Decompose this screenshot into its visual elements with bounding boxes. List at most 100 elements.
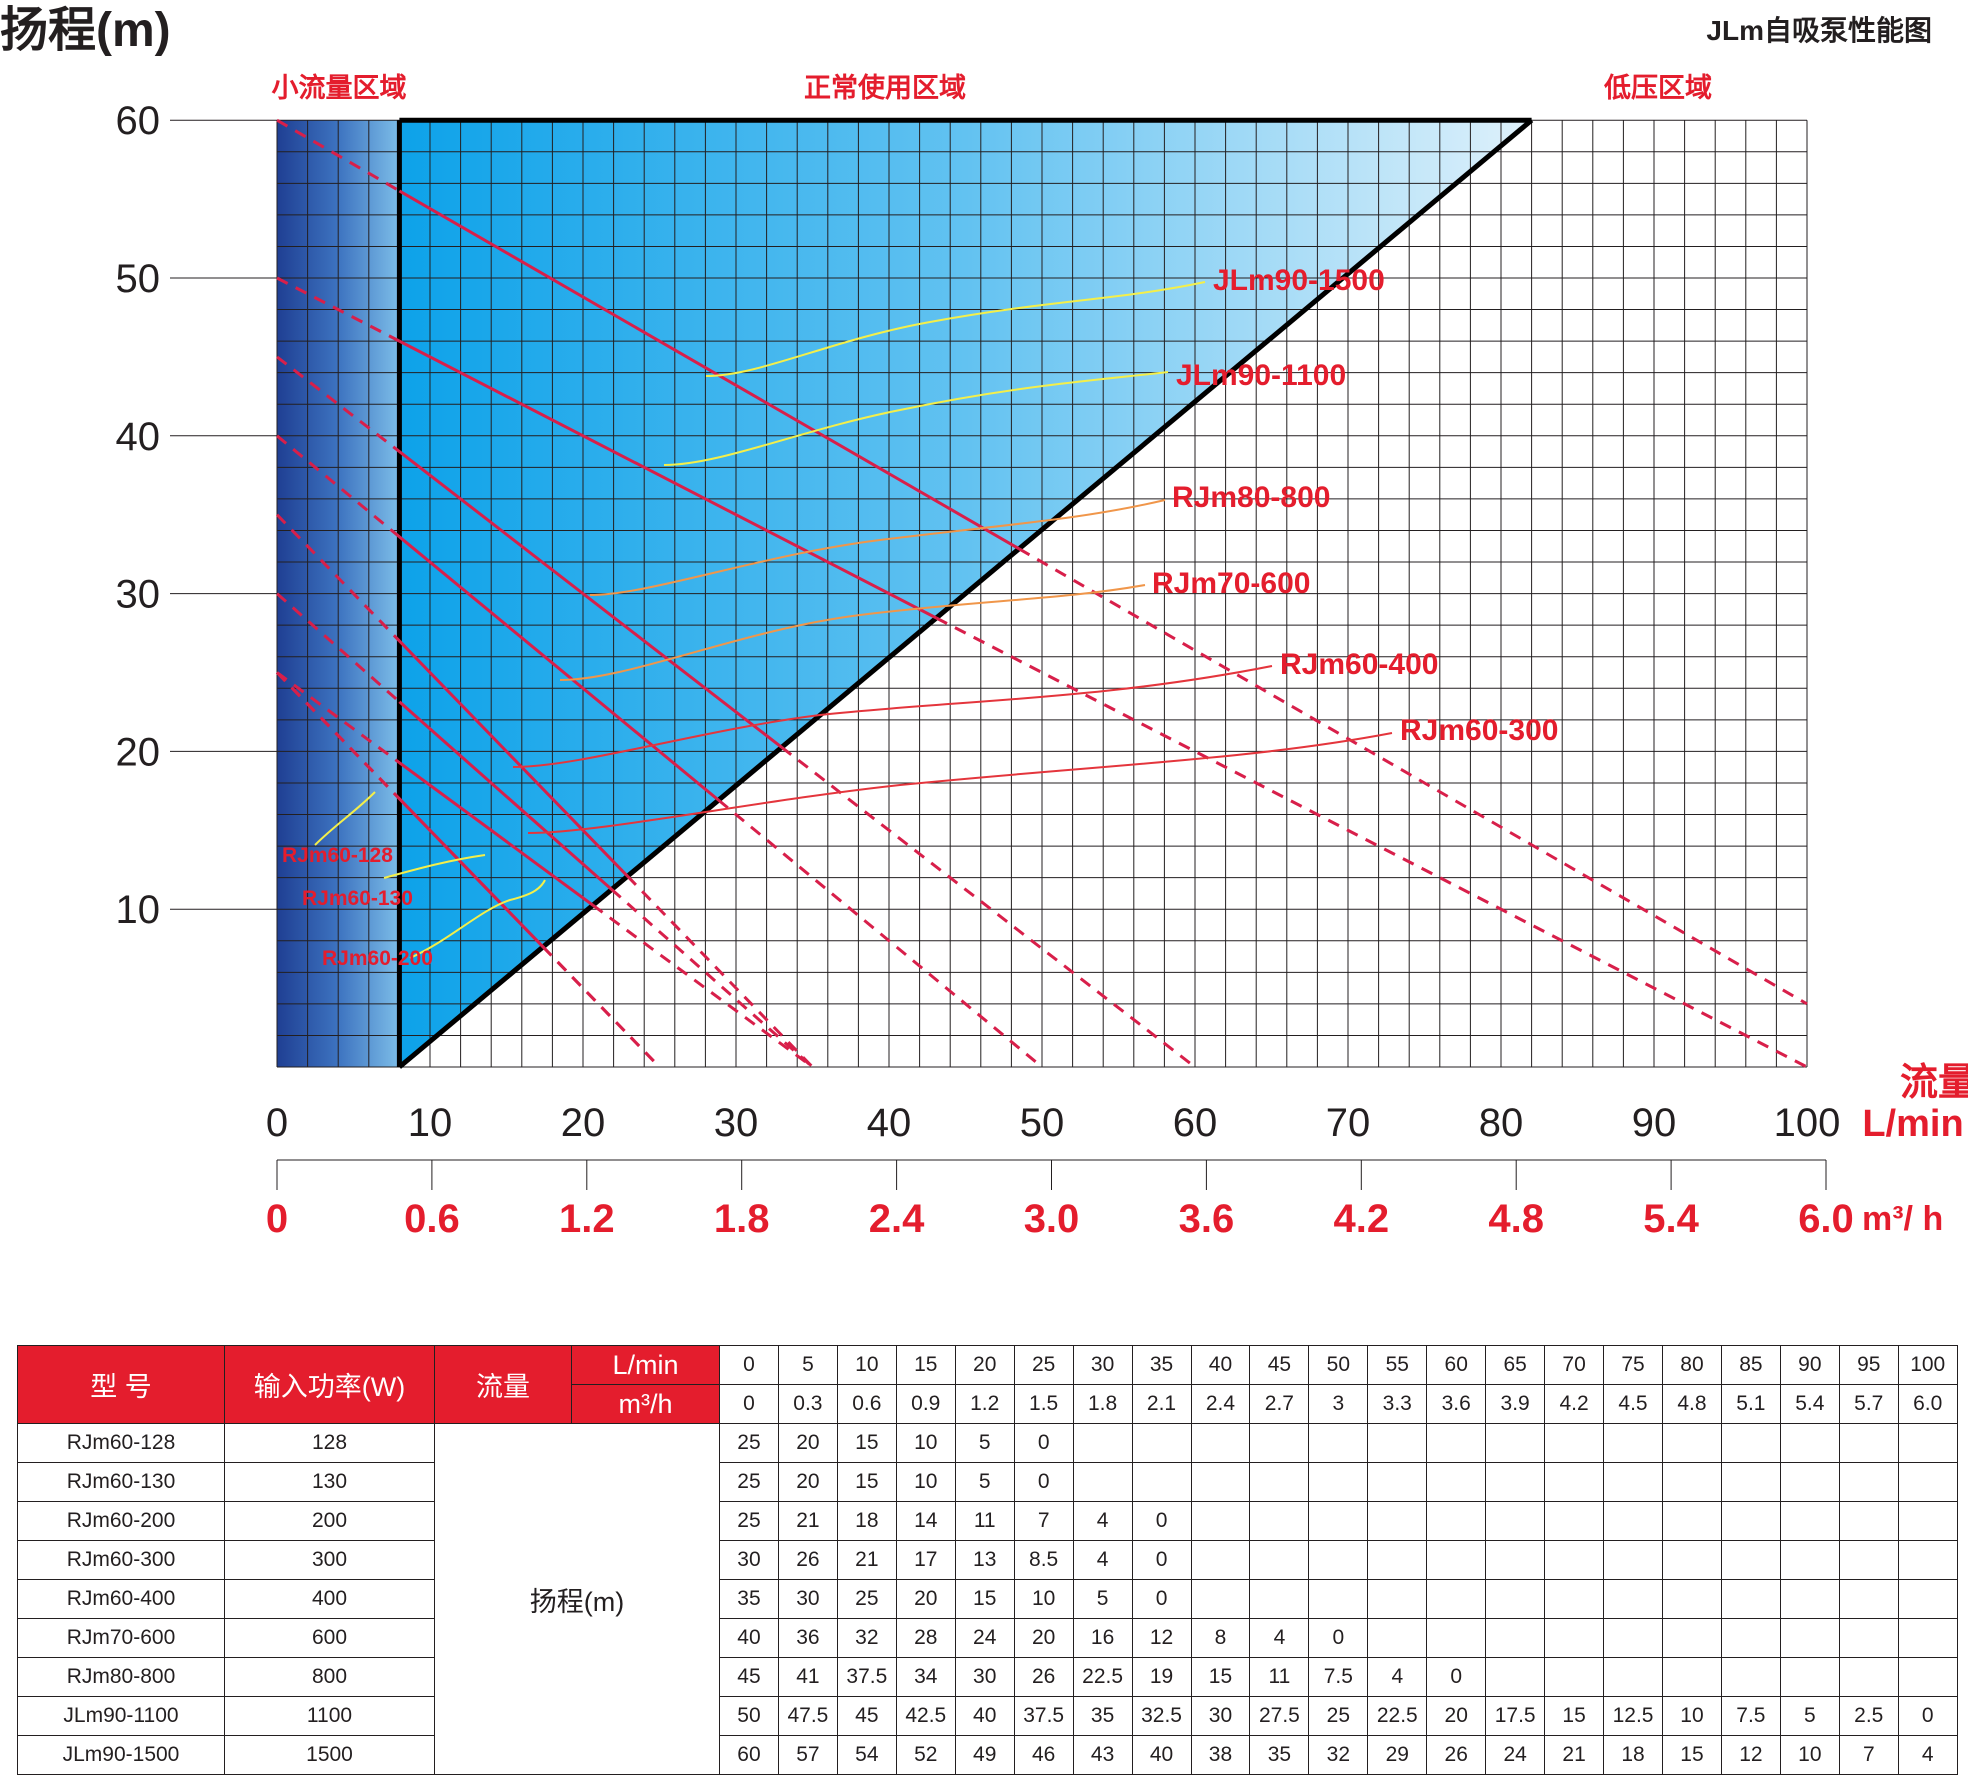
head-cell: 22.5 bbox=[1367, 1696, 1428, 1736]
head-cell bbox=[1308, 1540, 1369, 1580]
head-cell: 4 bbox=[1897, 1735, 1958, 1775]
head-cell bbox=[1779, 1501, 1840, 1541]
head-cell: 41 bbox=[777, 1657, 838, 1697]
head-cell: 21 bbox=[836, 1540, 897, 1580]
series-line-jlm90-1100 bbox=[398, 339, 938, 620]
x2-tick-label: 3.0 bbox=[1024, 1197, 1080, 1241]
row-power: 200 bbox=[224, 1501, 435, 1541]
row-model: RJm80-800 bbox=[17, 1657, 225, 1697]
header-flow: 流量 bbox=[434, 1345, 572, 1424]
head-cell: 10 bbox=[1013, 1579, 1074, 1619]
flow-m3h-cell: 4.5 bbox=[1603, 1384, 1663, 1424]
series-label: RJm60-130 bbox=[302, 887, 413, 910]
head-cell: 5 bbox=[954, 1423, 1015, 1463]
head-cell bbox=[1544, 1657, 1605, 1697]
x2-tick-label: 4.8 bbox=[1488, 1197, 1544, 1241]
flow-lmin-cell: 90 bbox=[1779, 1345, 1840, 1385]
head-cell: 15 bbox=[836, 1423, 897, 1463]
head-cell bbox=[1603, 1657, 1663, 1697]
flow-lmin-cell: 50 bbox=[1308, 1345, 1369, 1385]
series-line-rjm60-300 bbox=[398, 700, 613, 891]
head-cell: 18 bbox=[836, 1501, 897, 1541]
head-cell bbox=[1720, 1501, 1781, 1541]
head-cell bbox=[1131, 1462, 1192, 1502]
series-line-rjm60-130 bbox=[541, 945, 661, 1069]
head-cell bbox=[1779, 1618, 1840, 1658]
series-line-rjm60-400 bbox=[626, 875, 814, 1069]
head-cell bbox=[1367, 1423, 1428, 1463]
x2-tick-label: 1.2 bbox=[559, 1197, 615, 1241]
head-cell: 27.5 bbox=[1249, 1696, 1310, 1736]
head-cell: 18 bbox=[1603, 1735, 1663, 1775]
label-leader bbox=[314, 791, 376, 846]
low-pressure-boundary bbox=[397, 118, 1534, 1069]
header-unit-m3h: m³/h bbox=[571, 1384, 720, 1424]
series-line-rjm60-400 bbox=[398, 639, 629, 878]
series-label: RJm60-128 bbox=[282, 844, 393, 867]
head-cell: 15 bbox=[1662, 1735, 1722, 1775]
x2-tick-label: 2.4 bbox=[869, 1197, 925, 1241]
head-cell: 54 bbox=[836, 1735, 897, 1775]
head-cell bbox=[1367, 1540, 1428, 1580]
head-cell bbox=[1308, 1462, 1369, 1502]
head-cell bbox=[1662, 1540, 1722, 1580]
series-line-rjm80-800 bbox=[780, 746, 1196, 1069]
flow-lmin-cell: 85 bbox=[1720, 1345, 1781, 1385]
head-cell: 20 bbox=[895, 1579, 956, 1619]
series-line-jlm90-1500 bbox=[398, 189, 1020, 551]
performance-table: 型 号输入功率(W) 流量 L/min 0 5 10 15 20 25 30 35 40 45 50 55 6… bbox=[17, 1345, 1958, 1775]
head-cell bbox=[1308, 1579, 1369, 1619]
head-cell: 4 bbox=[1249, 1618, 1310, 1658]
label-leader bbox=[383, 854, 486, 879]
head-cell: 20 bbox=[777, 1462, 838, 1502]
head-cell bbox=[1485, 1423, 1546, 1463]
series-label: JLm90-1100 bbox=[1176, 359, 1346, 392]
head-cell bbox=[1544, 1501, 1605, 1541]
y-tick-label: 20 bbox=[116, 730, 161, 774]
series-line-rjm60-400 bbox=[275, 513, 401, 642]
head-cell bbox=[1779, 1462, 1840, 1502]
x2-tick-label: 1.8 bbox=[714, 1197, 770, 1241]
head-cell bbox=[1485, 1501, 1546, 1541]
head-cell bbox=[1190, 1462, 1251, 1502]
head-cell bbox=[1190, 1540, 1251, 1580]
head-cell bbox=[1897, 1579, 1958, 1619]
chart-title: JLm自吸泵性能图 bbox=[1706, 15, 1932, 46]
head-cell: 32 bbox=[836, 1618, 897, 1658]
flow-lmin-cell: 70 bbox=[1544, 1345, 1605, 1385]
head-cell: 26 bbox=[1013, 1657, 1074, 1697]
head-cell bbox=[1485, 1579, 1546, 1619]
head-cell bbox=[1720, 1657, 1781, 1697]
label-leader bbox=[705, 281, 1206, 377]
series-line-rjm70-600 bbox=[717, 798, 1043, 1069]
head-cell: 15 bbox=[954, 1579, 1015, 1619]
series-line-rjm60-200 bbox=[398, 761, 594, 907]
series-line-rjm70-600 bbox=[398, 535, 720, 802]
head-cell: 35 bbox=[1249, 1735, 1310, 1775]
flow-m3h-cell: 1.5 bbox=[1013, 1384, 1074, 1424]
flow-lmin-cell: 20 bbox=[954, 1345, 1015, 1385]
head-cell: 4 bbox=[1367, 1657, 1428, 1697]
head-cell bbox=[1249, 1462, 1310, 1502]
series-line-rjm60-200 bbox=[591, 903, 814, 1069]
head-cell: 4 bbox=[1072, 1501, 1133, 1541]
series-label: RJm70-600 bbox=[1152, 567, 1310, 600]
series-line-jlm90-1500 bbox=[1018, 547, 1808, 1006]
head-cell: 47.5 bbox=[777, 1696, 838, 1736]
head-cell: 5 bbox=[1779, 1696, 1840, 1736]
head-cell: 25 bbox=[1308, 1696, 1369, 1736]
head-cell bbox=[1072, 1462, 1133, 1502]
head-cell: 30 bbox=[1190, 1696, 1251, 1736]
head-cell bbox=[1720, 1579, 1781, 1619]
head-cell bbox=[1603, 1423, 1663, 1463]
head-cell bbox=[1426, 1618, 1487, 1658]
x-tick-label: 30 bbox=[714, 1101, 759, 1145]
head-cell bbox=[1838, 1540, 1899, 1580]
flow-m3h-cell: 3.9 bbox=[1485, 1384, 1546, 1424]
head-cell bbox=[1249, 1579, 1310, 1619]
head-cell bbox=[1779, 1540, 1840, 1580]
row-model: RJm60-300 bbox=[17, 1540, 225, 1580]
head-cell bbox=[1131, 1423, 1192, 1463]
row-power: 130 bbox=[224, 1462, 435, 1502]
